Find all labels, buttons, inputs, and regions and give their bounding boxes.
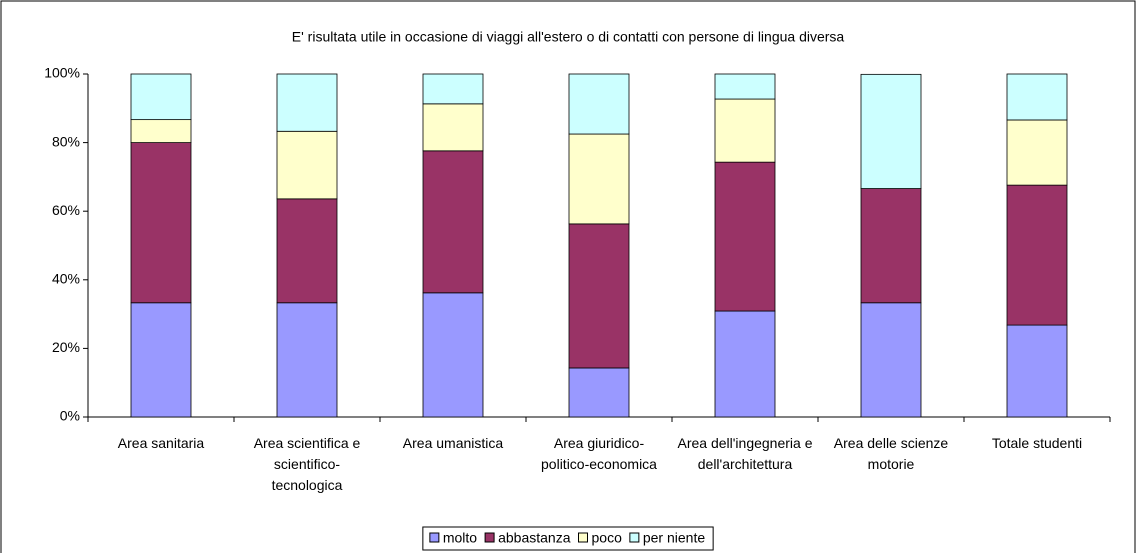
bar-segment — [1006, 324, 1068, 418]
bar-segment — [1006, 119, 1068, 186]
x-tick-label: Area dell'ingegneria e dell'architettura — [677, 435, 813, 472]
bar-segment — [714, 98, 776, 163]
bar-segment — [422, 292, 484, 418]
bar-segment — [860, 73, 922, 189]
legend-label: per niente — [643, 530, 705, 546]
y-tick-label: 100% — [44, 65, 80, 81]
y-tick-label: 60% — [52, 202, 80, 218]
x-tick-label: Area sanitaria — [117, 435, 205, 451]
bar-segment — [714, 310, 776, 418]
legend-swatch — [578, 532, 588, 543]
y-tick-label: 80% — [52, 133, 80, 149]
bar-segment — [130, 119, 192, 144]
bar-segment — [276, 130, 338, 200]
bar-segment — [568, 367, 630, 418]
bar-segment — [422, 150, 484, 294]
y-tick-label: 0% — [60, 408, 80, 424]
bar-segment — [1006, 73, 1068, 121]
bar-segment — [860, 188, 922, 304]
legend-box — [422, 526, 714, 551]
bar-segment — [422, 73, 484, 105]
bar-segment — [714, 73, 776, 100]
bar-segment — [568, 133, 630, 225]
bar-segment — [276, 198, 338, 304]
bar-segment — [714, 161, 776, 312]
bar-segment — [568, 223, 630, 369]
bar-segment — [276, 302, 338, 418]
y-tick-label: 20% — [52, 339, 80, 355]
bar-segment — [422, 103, 484, 152]
bar-segment — [130, 142, 192, 304]
legend-label: poco — [592, 530, 623, 546]
bar-segment — [568, 73, 630, 135]
x-tick-label: Totale studenti — [991, 435, 1083, 451]
bar-segment — [1006, 184, 1068, 326]
bar-segment — [130, 302, 192, 418]
x-tick-label: Area delle scienze motorie — [833, 435, 949, 472]
legend-label: molto — [443, 530, 477, 546]
legend-label: abbastanza — [498, 530, 571, 546]
bar-segment — [130, 73, 192, 121]
bar-segment — [860, 302, 922, 418]
x-tick-label: Area scientifica e scientifico-tecnologi… — [253, 435, 361, 493]
y-tick-label: 40% — [52, 271, 80, 287]
legend-swatch — [484, 532, 495, 543]
x-tick-label: Area giuridico-politico-economica — [541, 435, 657, 472]
x-tick-label: Area umanistica — [402, 435, 504, 451]
legend-swatch — [629, 532, 640, 543]
bar-segment — [276, 73, 338, 132]
legend-swatch — [429, 532, 440, 543]
chart-title: E' risultata utile in occasione di viagg… — [292, 29, 845, 45]
